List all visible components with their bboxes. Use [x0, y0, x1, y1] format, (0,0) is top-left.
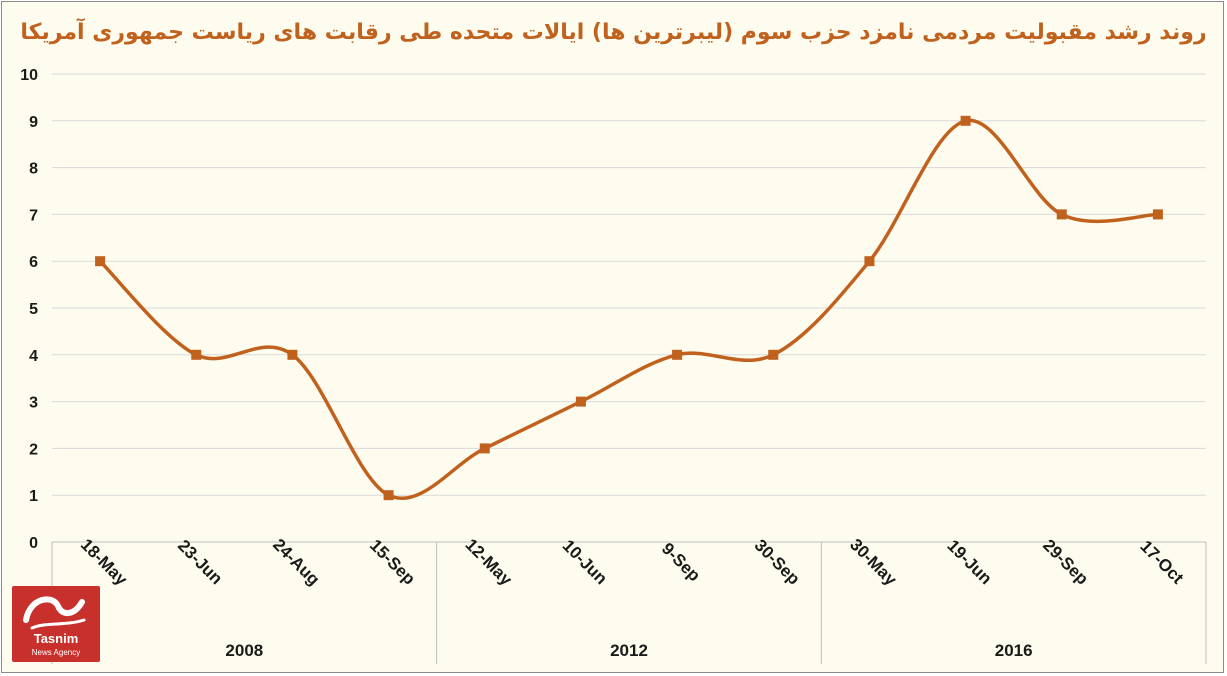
- x-tick-label: 17-Oct: [1136, 537, 1187, 588]
- data-point: [864, 256, 875, 267]
- data-point: [575, 396, 586, 407]
- x-tick-label: 9-Sep: [658, 539, 704, 585]
- markers: [95, 115, 1163, 501]
- y-tick-label: 8: [29, 161, 38, 178]
- y-tick-label: 1: [29, 488, 38, 505]
- y-tick-label: 9: [29, 114, 38, 131]
- x-tick-label: 29-Sep: [1039, 536, 1092, 589]
- series-path: [98, 118, 1160, 500]
- series-line: [98, 118, 1160, 500]
- x-tick-label: 18-May: [77, 535, 132, 590]
- y-tick-label: 4: [29, 348, 38, 365]
- data-point: [95, 256, 106, 267]
- data-point: [383, 490, 394, 501]
- x-tick-label: 24-Aug: [269, 535, 323, 589]
- data-point: [768, 349, 779, 360]
- group-label: 2016: [995, 641, 1033, 660]
- tasnim-logo: Tasnim News Agency: [12, 586, 100, 662]
- chart-title: روند رشد مقبولیت مردمی نامزد حزب سوم (لی…: [20, 20, 1207, 45]
- group-label: 2012: [610, 641, 648, 660]
- y-tick-label: 10: [20, 67, 38, 84]
- data-point: [960, 115, 971, 126]
- x-tick-label: 15-Sep: [366, 536, 419, 589]
- data-point: [479, 443, 490, 454]
- x-tick-label: 19-Jun: [943, 536, 995, 588]
- x-tick-label: 30-May: [846, 535, 901, 590]
- y-tick-label: 7: [29, 207, 38, 224]
- data-point: [672, 349, 683, 360]
- x-tick-label: 30-Sep: [751, 536, 804, 589]
- gridlines: [52, 73, 1206, 496]
- logo-subtitle: News Agency: [31, 648, 81, 657]
- data-point: [287, 349, 298, 360]
- y-tick-label: 3: [29, 395, 38, 412]
- data-point: [1152, 209, 1163, 220]
- logo-brand: Tasnim: [33, 631, 79, 646]
- x-tick-label: 23-Jun: [174, 536, 226, 588]
- group-label: 2008: [225, 641, 263, 660]
- x-tick-label: 10-Jun: [559, 536, 611, 588]
- y-tick-label: 2: [29, 441, 38, 458]
- y-tick-label: 5: [29, 301, 38, 318]
- tasnim-emblem-icon: [23, 596, 86, 630]
- y-tick-label: 0: [29, 535, 38, 552]
- y-tick-label: 6: [29, 254, 38, 271]
- data-point: [191, 349, 202, 360]
- data-point: [1056, 209, 1067, 220]
- x-tick-label: 12-May: [462, 535, 517, 590]
